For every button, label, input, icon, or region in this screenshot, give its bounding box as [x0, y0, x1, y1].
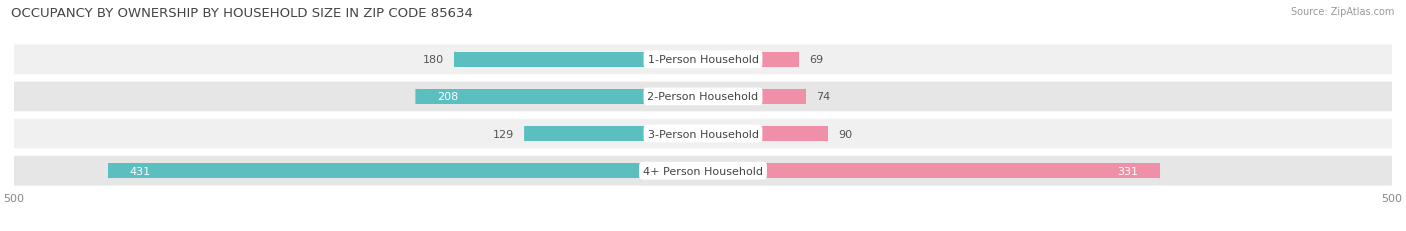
Bar [416, 90, 703, 104]
Bar [703, 90, 806, 104]
FancyBboxPatch shape [14, 156, 1392, 186]
Text: 3-Person Household: 3-Person Household [648, 129, 758, 139]
FancyBboxPatch shape [14, 45, 1392, 75]
FancyBboxPatch shape [14, 119, 1392, 149]
Text: Source: ZipAtlas.com: Source: ZipAtlas.com [1291, 7, 1395, 17]
Bar [110, 164, 703, 178]
Text: 90: 90 [838, 129, 852, 139]
Text: 69: 69 [808, 55, 824, 65]
Bar [526, 127, 703, 141]
Text: 1-Person Household: 1-Person Household [648, 55, 758, 65]
Text: 129: 129 [494, 129, 515, 139]
Text: 208: 208 [437, 92, 458, 102]
Text: 74: 74 [815, 92, 830, 102]
Text: 431: 431 [129, 166, 150, 176]
Text: 180: 180 [423, 55, 444, 65]
FancyBboxPatch shape [14, 82, 1392, 112]
Bar [703, 127, 827, 141]
Text: OCCUPANCY BY OWNERSHIP BY HOUSEHOLD SIZE IN ZIP CODE 85634: OCCUPANCY BY OWNERSHIP BY HOUSEHOLD SIZE… [11, 7, 474, 20]
Bar [703, 164, 1159, 178]
Bar [456, 53, 703, 67]
Text: 2-Person Household: 2-Person Household [647, 92, 759, 102]
Bar [703, 53, 799, 67]
Text: 4+ Person Household: 4+ Person Household [643, 166, 763, 176]
Text: 331: 331 [1118, 166, 1139, 176]
Legend: Owner-occupied, Renter-occupied: Owner-occupied, Renter-occupied [586, 227, 820, 231]
